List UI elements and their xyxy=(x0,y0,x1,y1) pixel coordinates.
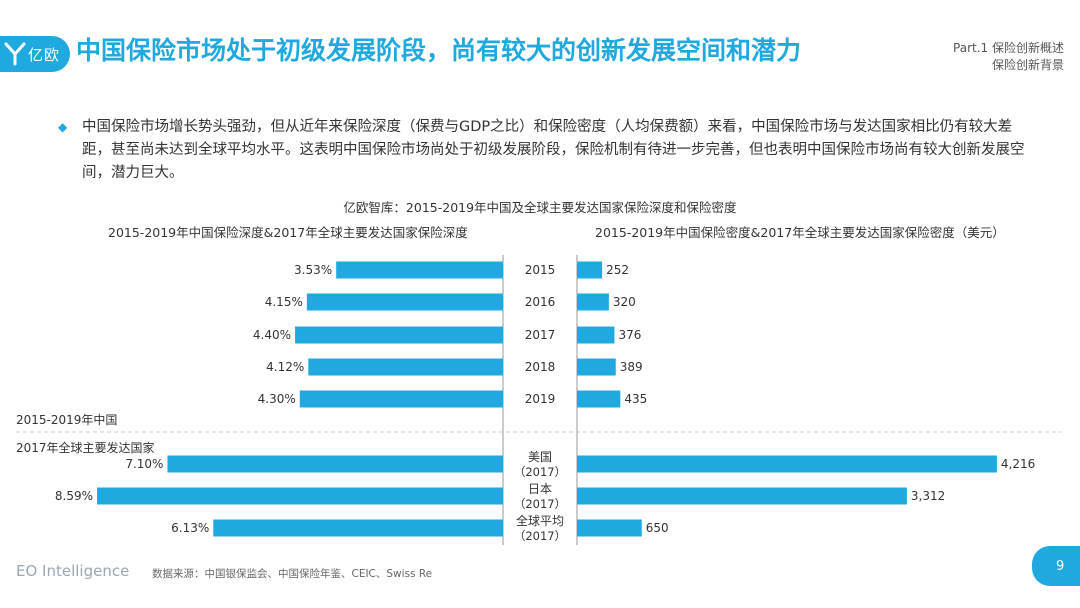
density-label: 650 xyxy=(646,521,669,535)
category-label: 2019 xyxy=(525,392,556,406)
page-title: 中国保险市场处于初级发展阶段，尚有较大的创新发展空间和潜力 xyxy=(76,36,802,65)
depth-bar xyxy=(167,455,504,473)
depth-bar xyxy=(308,358,503,376)
footer-brand: EO Intelligence xyxy=(16,562,130,580)
density-label: 320 xyxy=(613,295,636,309)
group-label-china: 2015-2019年中国 xyxy=(16,412,117,427)
category-sublabel: （2017） xyxy=(514,465,566,479)
eo-logo-icon xyxy=(4,42,26,66)
depth-label: 3.53% xyxy=(294,263,332,277)
category-sublabel: （2017） xyxy=(514,529,566,543)
category-label: 2018 xyxy=(525,360,556,374)
section-indicator: Part.1 保险创新概述 保险创新背景 xyxy=(953,40,1064,74)
category-label: 2015 xyxy=(525,263,556,277)
depth-label: 4.12% xyxy=(266,360,304,374)
part-label: Part.1 保险创新概述 xyxy=(953,41,1064,55)
category-label: 2016 xyxy=(525,295,556,309)
section-label: 保险创新背景 xyxy=(991,58,1064,72)
logo-text: 亿欧 xyxy=(28,45,61,64)
depth-label: 4.15% xyxy=(265,295,303,309)
category-label: 2017 xyxy=(525,328,556,342)
density-bar xyxy=(577,390,621,408)
chart-title: 亿欧智库：2015-2019年中国及全球主要发达国家保险深度和保险密度 xyxy=(343,200,737,215)
data-source: 数据来源：中国银保监会、中国保险年鉴、CEIC、Swiss Re xyxy=(152,568,433,580)
depth-label: 7.10% xyxy=(125,457,163,471)
brand-logo: 亿欧 xyxy=(0,36,70,72)
depth-bar xyxy=(97,487,504,505)
depth-label: 4.40% xyxy=(253,328,291,342)
category-label: 全球平均 xyxy=(516,513,564,528)
summary-paragraph: 中国保险市场增长势头强劲，但从近年来保险深度（保费与GDP之比）和保险密度（人均… xyxy=(82,119,1025,181)
density-label: 435 xyxy=(624,392,647,406)
density-bar xyxy=(577,519,642,537)
depth-label: 8.59% xyxy=(55,489,93,503)
density-label: 3,312 xyxy=(911,489,945,503)
density-label: 4,216 xyxy=(1001,457,1035,471)
density-bar xyxy=(577,455,997,473)
depth-label: 4.30% xyxy=(258,392,296,406)
density-bar xyxy=(577,326,615,344)
density-bar xyxy=(577,358,616,376)
depth-bar xyxy=(213,519,503,537)
left-panel-title: 2015-2019年中国保险深度&2017年全球主要发达国家保险深度 xyxy=(108,225,468,240)
diamond-bullet-icon: ◆ xyxy=(58,120,68,134)
category-label: 日本 xyxy=(528,482,552,496)
density-bar xyxy=(577,293,609,311)
page-number: 9 xyxy=(1056,558,1065,574)
density-label: 389 xyxy=(620,360,643,374)
group-label-developed: 2017年全球主要发达国家 xyxy=(16,440,155,455)
density-bar xyxy=(577,487,907,505)
density-bar xyxy=(577,261,603,279)
category-label: 美国 xyxy=(528,450,552,464)
page-number-badge: 9 xyxy=(1032,546,1080,586)
category-sublabel: （2017） xyxy=(514,497,566,511)
density-label: 252 xyxy=(606,263,629,277)
density-label: 376 xyxy=(618,328,641,342)
depth-bar xyxy=(336,261,503,279)
depth-bar xyxy=(295,326,503,344)
depth-bar xyxy=(306,293,503,311)
right-panel-title: 2015-2019年中国保险密度&2017年全球主要发达国家保险密度（美元） xyxy=(595,225,1005,240)
depth-bar xyxy=(299,390,503,408)
depth-label: 6.13% xyxy=(171,521,209,535)
